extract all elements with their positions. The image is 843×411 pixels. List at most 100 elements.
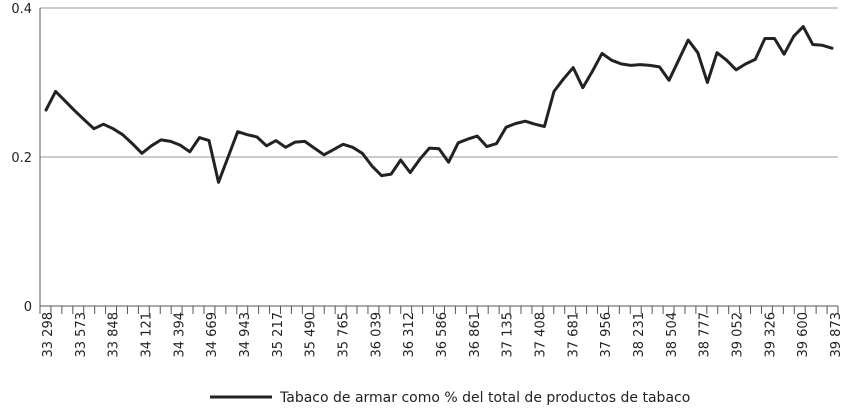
x-tick-label: 35 217 [271, 312, 286, 358]
data-point [380, 174, 383, 177]
data-point [783, 53, 786, 56]
x-tick-label: 36 861 [468, 312, 483, 358]
data-point [792, 35, 795, 38]
data-point [706, 81, 709, 84]
data-point [495, 142, 498, 145]
data-point [514, 122, 517, 125]
x-tick-label: 33 848 [107, 312, 122, 358]
data-point [677, 59, 680, 62]
data-point [668, 79, 671, 82]
data-point [131, 142, 134, 145]
data-point [54, 90, 57, 93]
data-point [620, 62, 623, 65]
data-point [811, 43, 814, 46]
data-point [160, 138, 163, 141]
data-point [457, 141, 460, 144]
x-tick-label: 37 956 [599, 312, 614, 358]
x-tick-label: 34 943 [238, 312, 253, 358]
x-tick-label: 36 312 [402, 312, 417, 358]
data-point [601, 52, 604, 55]
data-point [572, 66, 575, 69]
x-tick-label: 36 586 [435, 312, 450, 358]
data-point [64, 100, 67, 103]
data-point [716, 51, 719, 54]
y-tick-label: 0.2 [11, 151, 32, 166]
data-point [591, 70, 594, 73]
data-point [351, 146, 354, 149]
data-point [198, 136, 201, 139]
data-point [313, 147, 316, 150]
x-tick-label: 34 394 [172, 312, 187, 358]
data-point [821, 44, 824, 47]
x-tick-label: 39 052 [731, 312, 746, 358]
data-point [754, 58, 757, 61]
gridlines [40, 7, 838, 158]
data-point [332, 148, 335, 151]
data-point [179, 144, 182, 147]
data-point [150, 144, 153, 147]
data-point [524, 120, 527, 123]
y-tick-label: 0.4 [11, 2, 32, 17]
data-point [83, 118, 86, 121]
x-tick-label: 39 326 [763, 312, 778, 358]
x-tick-label: 34 669 [205, 312, 220, 358]
data-point [543, 125, 546, 128]
legend: Tabaco de armar como % del total de prod… [210, 390, 690, 406]
data-point [265, 144, 268, 147]
data-point [227, 156, 230, 159]
data-point [418, 158, 421, 161]
x-tick-label: 35 490 [304, 312, 319, 358]
data-point [236, 130, 239, 133]
data-point [92, 127, 95, 130]
data-point [399, 159, 402, 162]
series-line [44, 25, 834, 184]
data-point [188, 150, 191, 153]
x-tick-label: 36 039 [369, 312, 384, 358]
data-point [610, 59, 613, 62]
data-point [485, 145, 488, 148]
data-point [217, 181, 220, 184]
legend-label: Tabaco de armar como % del total de prod… [279, 390, 690, 406]
data-point [140, 152, 143, 155]
data-point [639, 63, 642, 66]
data-point [658, 65, 661, 68]
data-point [744, 62, 747, 65]
data-point [294, 141, 297, 144]
data-point [763, 37, 766, 40]
x-tick-label: 38 231 [632, 312, 647, 358]
data-point [476, 135, 479, 138]
x-axis [39, 8, 839, 314]
data-point [169, 140, 172, 143]
data-point [438, 147, 441, 150]
x-tick-label: 33 298 [41, 312, 56, 358]
data-point [629, 64, 632, 67]
data-point [696, 51, 699, 54]
data-point [648, 64, 651, 67]
data-point [553, 90, 556, 93]
data-point [687, 39, 690, 42]
data-point [361, 152, 364, 155]
x-tick-label: 38 777 [698, 312, 713, 358]
x-tick-label: 37 135 [501, 312, 516, 358]
series-group [44, 25, 834, 184]
data-point [533, 123, 536, 126]
data-point [246, 133, 249, 136]
x-tick-label: 35 765 [337, 312, 352, 358]
x-tick-label: 39 873 [829, 312, 843, 358]
data-point [447, 161, 450, 164]
data-point [390, 173, 393, 176]
data-point [45, 109, 48, 112]
data-point [581, 86, 584, 89]
data-point [773, 37, 776, 40]
data-point [409, 171, 412, 174]
data-point [466, 138, 469, 141]
data-point [735, 68, 738, 71]
data-point [275, 139, 278, 142]
data-point [323, 153, 326, 156]
data-point [255, 135, 258, 138]
data-point [802, 25, 805, 28]
data-point [831, 47, 834, 50]
data-point [428, 147, 431, 150]
data-point [303, 140, 306, 143]
data-point [562, 77, 565, 80]
